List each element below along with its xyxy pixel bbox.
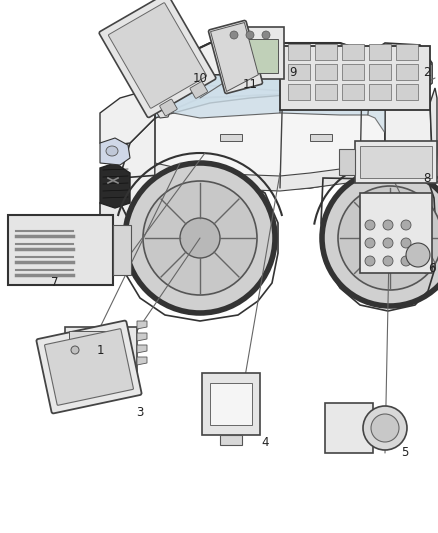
Circle shape xyxy=(401,238,411,248)
Polygon shape xyxy=(8,215,113,285)
Polygon shape xyxy=(396,64,418,80)
FancyBboxPatch shape xyxy=(99,0,216,117)
Text: 4: 4 xyxy=(261,437,269,449)
Polygon shape xyxy=(155,163,385,191)
Polygon shape xyxy=(137,333,147,341)
Polygon shape xyxy=(369,44,391,60)
Circle shape xyxy=(246,31,254,39)
Text: 5: 5 xyxy=(401,447,409,459)
Polygon shape xyxy=(396,44,418,60)
Circle shape xyxy=(401,256,411,266)
Circle shape xyxy=(383,220,393,230)
Text: 9: 9 xyxy=(289,67,297,79)
Polygon shape xyxy=(155,43,315,118)
Polygon shape xyxy=(222,27,284,79)
Polygon shape xyxy=(100,193,130,243)
Bar xyxy=(220,134,242,141)
Polygon shape xyxy=(315,84,337,100)
Circle shape xyxy=(365,238,375,248)
FancyBboxPatch shape xyxy=(45,329,134,405)
Text: 8: 8 xyxy=(423,172,431,184)
Circle shape xyxy=(230,31,238,39)
Text: 7: 7 xyxy=(51,277,59,289)
Polygon shape xyxy=(100,138,130,165)
Polygon shape xyxy=(342,44,364,60)
Polygon shape xyxy=(396,84,418,100)
Circle shape xyxy=(262,31,270,39)
FancyBboxPatch shape xyxy=(160,99,177,116)
Ellipse shape xyxy=(106,146,118,156)
Polygon shape xyxy=(386,53,432,93)
Polygon shape xyxy=(69,331,120,369)
Circle shape xyxy=(383,256,393,266)
Text: 11: 11 xyxy=(243,78,258,92)
Text: 3: 3 xyxy=(136,407,144,419)
Bar xyxy=(310,134,332,141)
Polygon shape xyxy=(369,84,391,100)
Polygon shape xyxy=(65,327,137,373)
Circle shape xyxy=(125,163,275,313)
Polygon shape xyxy=(280,46,430,110)
Polygon shape xyxy=(360,146,432,178)
FancyBboxPatch shape xyxy=(36,321,141,414)
Text: 6: 6 xyxy=(428,262,436,274)
FancyBboxPatch shape xyxy=(190,82,208,99)
Polygon shape xyxy=(211,22,258,92)
Circle shape xyxy=(338,186,438,290)
Polygon shape xyxy=(172,43,385,83)
Circle shape xyxy=(143,181,257,295)
Polygon shape xyxy=(228,39,278,73)
Polygon shape xyxy=(385,88,432,188)
FancyBboxPatch shape xyxy=(109,3,207,108)
Circle shape xyxy=(363,406,407,450)
Polygon shape xyxy=(155,73,385,193)
Circle shape xyxy=(365,220,375,230)
Polygon shape xyxy=(137,357,147,365)
Circle shape xyxy=(372,220,408,256)
Polygon shape xyxy=(100,88,200,145)
Text: 10: 10 xyxy=(193,71,208,85)
Polygon shape xyxy=(288,84,310,100)
Circle shape xyxy=(401,220,411,230)
Polygon shape xyxy=(288,44,310,60)
Polygon shape xyxy=(115,93,310,223)
Polygon shape xyxy=(137,321,147,329)
Polygon shape xyxy=(315,64,337,80)
Polygon shape xyxy=(370,43,432,93)
Polygon shape xyxy=(368,88,385,133)
FancyBboxPatch shape xyxy=(208,20,262,93)
Text: 2: 2 xyxy=(423,67,431,79)
Circle shape xyxy=(383,238,393,248)
Polygon shape xyxy=(355,141,437,183)
Polygon shape xyxy=(315,44,337,60)
Polygon shape xyxy=(137,345,147,353)
Polygon shape xyxy=(342,64,364,80)
Polygon shape xyxy=(369,64,391,80)
Polygon shape xyxy=(430,88,437,188)
Circle shape xyxy=(365,256,375,266)
Polygon shape xyxy=(280,76,370,115)
Polygon shape xyxy=(288,64,310,80)
Text: 1: 1 xyxy=(96,344,104,358)
Circle shape xyxy=(71,346,79,354)
Polygon shape xyxy=(325,403,373,453)
Circle shape xyxy=(371,414,399,442)
Polygon shape xyxy=(210,383,252,425)
Polygon shape xyxy=(339,149,355,175)
Polygon shape xyxy=(157,101,172,118)
Circle shape xyxy=(322,170,438,306)
Polygon shape xyxy=(100,163,130,208)
Circle shape xyxy=(180,218,220,258)
Polygon shape xyxy=(342,84,364,100)
Polygon shape xyxy=(202,373,260,435)
Polygon shape xyxy=(173,75,283,118)
Circle shape xyxy=(406,243,430,267)
Polygon shape xyxy=(360,193,432,273)
Polygon shape xyxy=(220,435,242,445)
Polygon shape xyxy=(113,225,131,275)
